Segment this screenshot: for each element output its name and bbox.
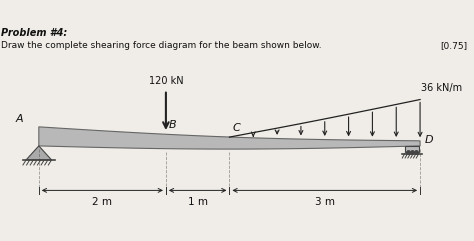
Bar	[405, 146, 419, 152]
Text: 36 kN/m: 36 kN/m	[421, 83, 463, 93]
Text: 3 m: 3 m	[315, 197, 335, 207]
Text: 1 m: 1 m	[188, 197, 208, 207]
Text: Problem #4:: Problem #4:	[0, 28, 67, 38]
Text: D: D	[425, 134, 433, 145]
Text: [0.75]: [0.75]	[441, 41, 468, 50]
Text: A: A	[16, 114, 24, 124]
Polygon shape	[26, 146, 52, 160]
Polygon shape	[39, 127, 420, 149]
Text: B: B	[169, 120, 177, 130]
Text: C: C	[233, 123, 240, 133]
Text: 2 m: 2 m	[92, 197, 112, 207]
Text: Draw the complete shearing force diagram for the beam shown below.: Draw the complete shearing force diagram…	[0, 41, 321, 50]
Text: 120 kN: 120 kN	[148, 76, 183, 86]
